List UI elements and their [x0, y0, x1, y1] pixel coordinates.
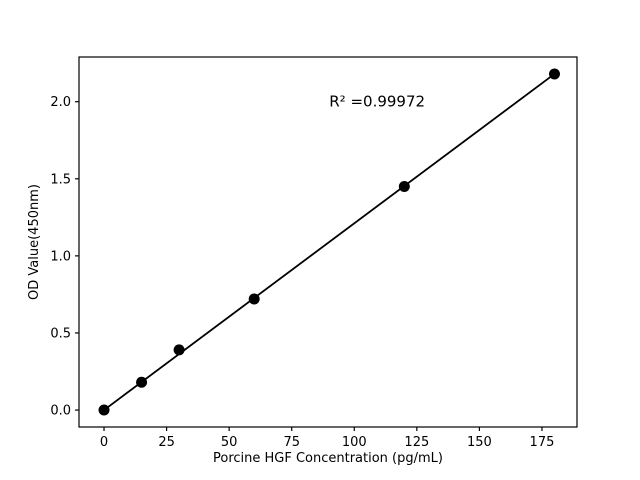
data-point: [98, 404, 110, 416]
y-tick-label: 0.0: [50, 404, 71, 419]
y-tick-label: 1.0: [50, 249, 71, 264]
r-squared-annotation: R² =0.99972: [329, 93, 425, 111]
x-tick-label: 150: [467, 435, 492, 450]
data-point: [548, 68, 560, 80]
x-tick-label: 175: [530, 435, 555, 450]
x-tick-label: 100: [342, 435, 367, 450]
fit-line: [103, 73, 556, 411]
x-tick-label: 0: [100, 435, 108, 450]
data-point: [248, 293, 260, 305]
x-tick-label: 125: [404, 435, 429, 450]
axis-ticks: 0 25 50 75 100 125 150 175 0.0 0.5 1.0 1.5 2.0: [50, 95, 554, 450]
y-tick-label: 0.5: [50, 326, 71, 341]
y-tick-label: 1.5: [50, 172, 71, 187]
data-series: [98, 68, 560, 416]
x-tick-label: 25: [158, 435, 175, 450]
x-axis-label: Porcine HGF Concentration (pg/mL): [213, 451, 443, 466]
data-point: [136, 376, 148, 388]
data-point: [398, 181, 410, 192]
x-tick-label: 75: [283, 435, 300, 450]
data-point: [173, 344, 185, 356]
x-tick-label: 50: [221, 435, 238, 450]
plot-border: [78, 56, 578, 428]
y-axis-label: OD Value(450nm): [27, 184, 42, 300]
y-tick-label: 2.0: [50, 95, 71, 110]
